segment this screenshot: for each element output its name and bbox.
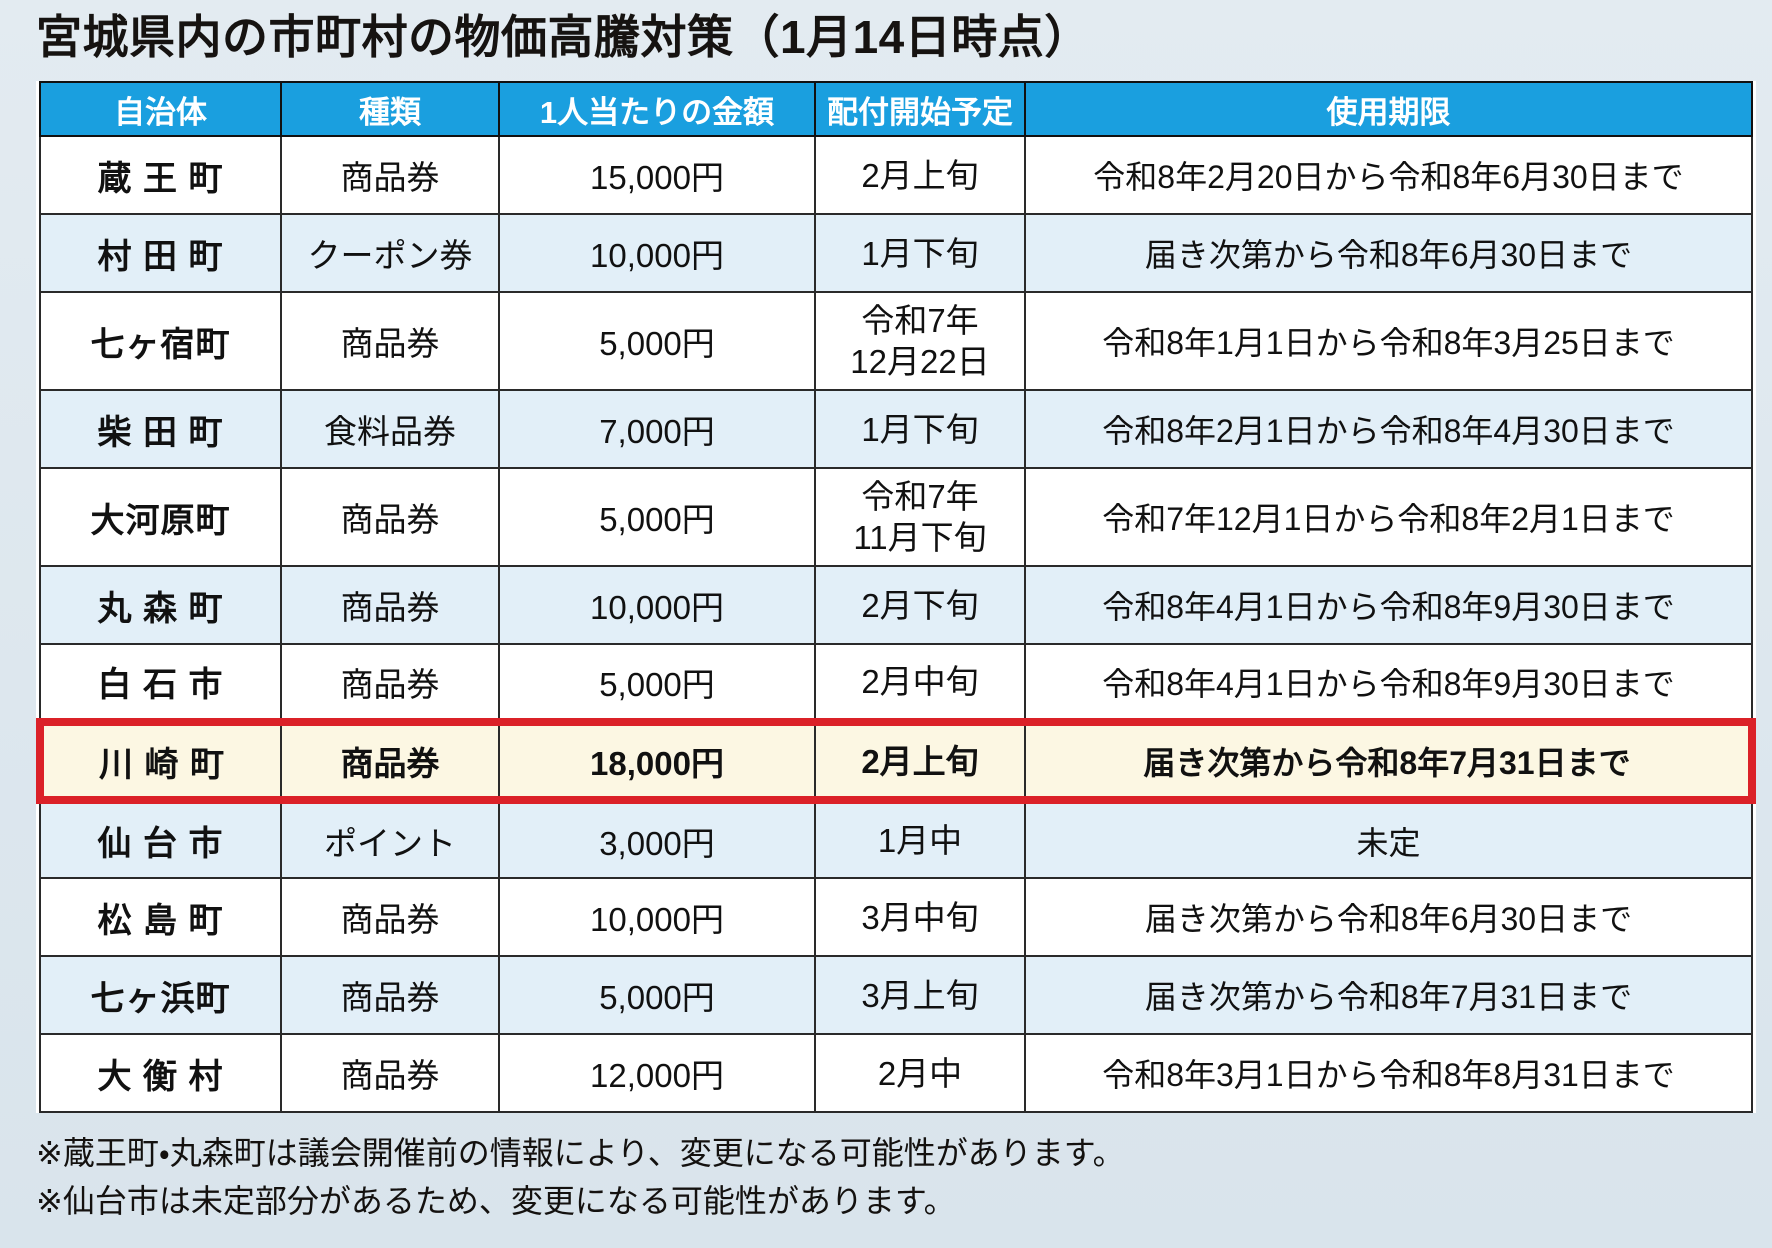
cell-start: 2月上旬 <box>814 135 1026 216</box>
cell-period: 令和8年2月20日から令和8年6月30日まで <box>1024 135 1753 216</box>
cell-municipality: 川 崎 町 <box>36 718 282 805</box>
cell-period: 未定 <box>1024 799 1753 880</box>
cell-type: 商品券 <box>280 135 500 216</box>
municipal-price-measures-table: 自治体 種類 1人当たりの金額 配付開始予定 使用期限 蔵 王 町商品券 15,0… <box>36 81 1756 1114</box>
cell-type: 商品券 <box>280 565 500 646</box>
cell-period: 届き次第から令和8年7月31日まで <box>1024 955 1753 1036</box>
table-row: 丸 森 町商品券 10,000円 2月下旬 令和8年4月1日から令和8年9月30日まで <box>39 565 1753 646</box>
cell-start: 2月下旬 <box>814 565 1026 646</box>
footnote-1: ※蔵王町・丸森町は議会開催前の情報により、変更になる可能性があります。 <box>36 1135 1125 1172</box>
table-row: 松 島 町商品券 10,000円 3月中旬 届き次第から令和8年6月30日まで <box>39 877 1753 958</box>
cell-amount: 3,000円 <box>498 799 816 880</box>
cell-type: 商品券 <box>280 643 500 724</box>
header-municipality: 自治体 <box>39 81 282 138</box>
cell-type: 食料品券 <box>280 389 500 470</box>
cell-type: 商品券 <box>280 877 500 958</box>
cell-municipality: 蔵 王 町 <box>39 135 282 216</box>
cell-start: 1月下旬 <box>814 389 1026 470</box>
cell-municipality: 七ヶ宿町 <box>39 291 282 392</box>
cell-municipality: 仙 台 市 <box>39 799 282 880</box>
cell-municipality: 柴 田 町 <box>39 389 282 470</box>
cell-amount: 5,000円 <box>498 643 816 724</box>
cell-amount: 10,000円 <box>498 213 816 294</box>
cell-amount: 15,000円 <box>498 135 816 216</box>
cell-period: 届き次第から令和8年7月31日まで <box>1024 718 1756 805</box>
header-distribution-start: 配付開始予定 <box>814 81 1026 138</box>
cell-amount: 18,000円 <box>498 718 816 805</box>
header-amount-per-person: 1人当たりの金額 <box>498 81 816 138</box>
cell-period: 令和8年1月1日から令和8年3月25日まで <box>1024 291 1753 392</box>
cell-type: 商品券 <box>280 467 500 568</box>
table-row: 蔵 王 町商品券 15,000円 2月上旬 令和8年2月20日から令和8年6月30日ま… <box>39 135 1753 216</box>
footnotes: ※蔵王町・丸森町は議会開催前の情報により、変更になる可能性があります。 ※仙台市… <box>36 1129 1748 1225</box>
cell-period: 届き次第から令和8年6月30日まで <box>1024 213 1753 294</box>
table-header-row: 自治体 種類 1人当たりの金額 配付開始予定 使用期限 <box>39 81 1753 138</box>
cell-period: 令和8年4月1日から令和8年9月30日まで <box>1024 565 1753 646</box>
table-row: 大河原町 商品券 5,000円 令和7年 11月下旬 令和7年12月1日から令和8年2月… <box>39 467 1753 568</box>
header-usage-period: 使用期限 <box>1024 81 1753 138</box>
cell-start: 3月上旬 <box>814 955 1026 1036</box>
table-row: 七ヶ浜町 商品券 5,000円 3月上旬 届き次第から令和8年7月31日まで <box>39 955 1753 1036</box>
cell-period: 令和8年4月1日から令和8年9月30日まで <box>1024 643 1753 724</box>
cell-start: 1月下旬 <box>814 213 1026 294</box>
cell-municipality: 七ヶ浜町 <box>39 955 282 1036</box>
cell-amount: 10,000円 <box>498 877 816 958</box>
cell-amount: 10,000円 <box>498 565 816 646</box>
table-row: 柴 田 町食料品券 7,000円 1月下旬 令和8年2月1日から令和8年4月30日まで <box>39 389 1753 470</box>
table-row: 川 崎 町商品券 18,000円 2月上旬 届き次第から令和8年7月31日まで <box>36 718 1756 805</box>
cell-municipality: 村 田 町 <box>39 213 282 294</box>
footnote-2: ※仙台市は未定部分があるため、変更になる可能性があります。 <box>36 1183 956 1220</box>
table-row: 七ヶ宿町 商品券 5,000円 令和7年 12月22日 令和8年1月1日から令和8年3月… <box>39 291 1753 392</box>
cell-amount: 5,000円 <box>498 955 816 1036</box>
table-header: 自治体 種類 1人当たりの金額 配付開始予定 使用期限 <box>39 81 1753 138</box>
cell-type: ポイント <box>280 799 500 880</box>
cell-type: 商品券 <box>280 291 500 392</box>
table-row: 村 田 町クーポン券 10,000円 1月下旬 届き次第から令和8年6月30日まで <box>39 213 1753 294</box>
cell-period: 令和8年2月1日から令和8年4月30日まで <box>1024 389 1753 470</box>
cell-amount: 12,000円 <box>498 1033 816 1114</box>
cell-start: 3月中旬 <box>814 877 1026 958</box>
page-title: 宮城県内の市町村の物価高騰対策（1月14日時点） <box>36 11 1091 63</box>
cell-municipality: 大 衡 村 <box>39 1033 282 1114</box>
table-row: 大 衡 村商品券 12,000円 2月中 令和8年3月1日から令和8年8月31日まで <box>39 1033 1753 1114</box>
cell-type: クーポン券 <box>280 213 500 294</box>
cell-start: 令和7年 12月22日 <box>814 291 1026 392</box>
cell-municipality: 松 島 町 <box>39 877 282 958</box>
cell-start: 1月中 <box>814 799 1026 880</box>
header-type: 種類 <box>280 81 500 138</box>
cell-amount: 5,000円 <box>498 291 816 392</box>
cell-period: 令和8年3月1日から令和8年8月31日まで <box>1024 1033 1753 1114</box>
cell-start: 2月中旬 <box>814 643 1026 724</box>
cell-municipality: 大河原町 <box>39 467 282 568</box>
cell-type: 商品券 <box>280 1033 500 1114</box>
table-row: 仙 台 市ポイント 3,000円 1月中 未定 <box>39 799 1753 880</box>
cell-start: 2月上旬 <box>814 718 1026 805</box>
cell-period: 届き次第から令和8年6月30日まで <box>1024 877 1753 958</box>
cell-type: 商品券 <box>280 955 500 1036</box>
cell-municipality: 丸 森 町 <box>39 565 282 646</box>
table-body: 蔵 王 町商品券 15,000円 2月上旬 令和8年2月20日から令和8年6月30日ま… <box>36 135 1756 1114</box>
table-row: 白 石 市商品券 5,000円 2月中旬 令和8年4月1日から令和8年9月30日まで <box>39 643 1753 724</box>
cell-start: 2月中 <box>814 1033 1026 1114</box>
cell-amount: 7,000円 <box>498 389 816 470</box>
cell-amount: 5,000円 <box>498 467 816 568</box>
cell-type: 商品券 <box>280 718 500 805</box>
cell-municipality: 白 石 市 <box>39 643 282 724</box>
cell-period: 令和7年12月1日から令和8年2月1日まで <box>1024 467 1753 568</box>
cell-start: 令和7年 11月下旬 <box>814 467 1026 568</box>
